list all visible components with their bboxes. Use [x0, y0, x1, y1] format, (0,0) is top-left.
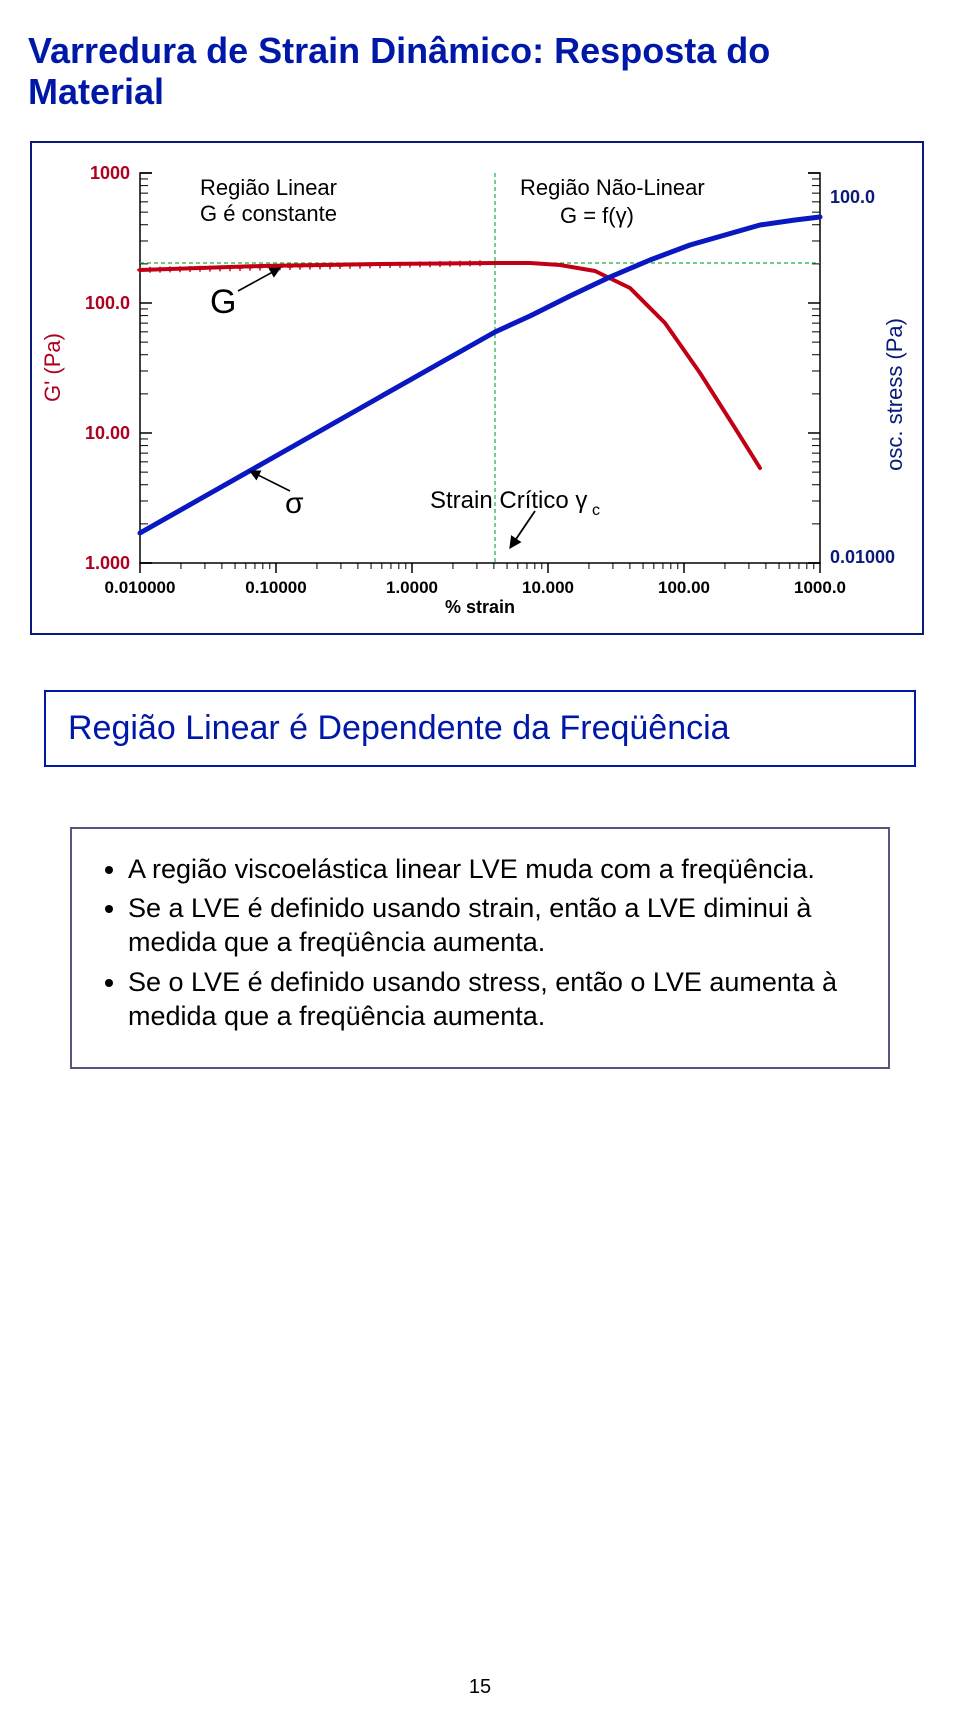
svg-text:G: G — [210, 283, 236, 321]
svg-text:% strain: % strain — [445, 597, 515, 617]
chart-frame: G' (Pa) osc. stress (Pa) 1000100.010.001… — [30, 141, 924, 635]
svg-text:100.0: 100.0 — [85, 293, 130, 313]
svg-text:100.00: 100.00 — [658, 578, 710, 597]
title-line2: Material — [28, 71, 164, 112]
svg-text:G = f(γ): G = f(γ) — [560, 203, 634, 228]
page-number: 15 — [0, 1676, 960, 1699]
subtitle-text: Região Linear é Dependente da Freqüência — [68, 708, 892, 749]
svg-text:100.0: 100.0 — [830, 187, 875, 207]
svg-text:Região Linear: Região Linear — [200, 175, 337, 200]
svg-text:Strain Crítico γ: Strain Crítico γ — [430, 487, 587, 514]
y-axis-left-label: G' (Pa) — [40, 333, 66, 402]
chart: G' (Pa) osc. stress (Pa) 1000100.010.001… — [42, 153, 904, 623]
svg-text:10.000: 10.000 — [522, 578, 574, 597]
subtitle-box: Região Linear é Dependente da Freqüência — [44, 690, 916, 767]
svg-text:0.10000: 0.10000 — [245, 578, 306, 597]
title-line1: Varredura de Strain Dinâmico: Resposta d… — [28, 30, 770, 71]
svg-text:0.010000: 0.010000 — [105, 578, 176, 597]
svg-text:Região Não-Linear: Região Não-Linear — [520, 175, 705, 200]
svg-text:1000: 1000 — [90, 163, 130, 183]
note-3: Se o LVE é definido usando stress, então… — [128, 966, 860, 1034]
note-2: Se a LVE é definido usando strain, então… — [128, 892, 860, 960]
svg-text:10.00: 10.00 — [85, 423, 130, 443]
svg-text:1.000: 1.000 — [85, 553, 130, 573]
svg-text:c: c — [592, 502, 600, 519]
svg-text:1.0000: 1.0000 — [386, 578, 438, 597]
notes-box: A região viscoelástica linear LVE muda c… — [70, 827, 890, 1070]
note-1: A região viscoelástica linear LVE muda c… — [128, 853, 860, 887]
notes-list: A região viscoelástica linear LVE muda c… — [100, 853, 860, 1034]
page-title: Varredura de Strain Dinâmico: Resposta d… — [0, 0, 960, 119]
svg-text:1000.0: 1000.0 — [794, 578, 846, 597]
svg-text:G é constante: G é constante — [200, 201, 337, 226]
svg-text:0.01000: 0.01000 — [830, 547, 895, 567]
svg-text:σ: σ — [285, 487, 304, 520]
